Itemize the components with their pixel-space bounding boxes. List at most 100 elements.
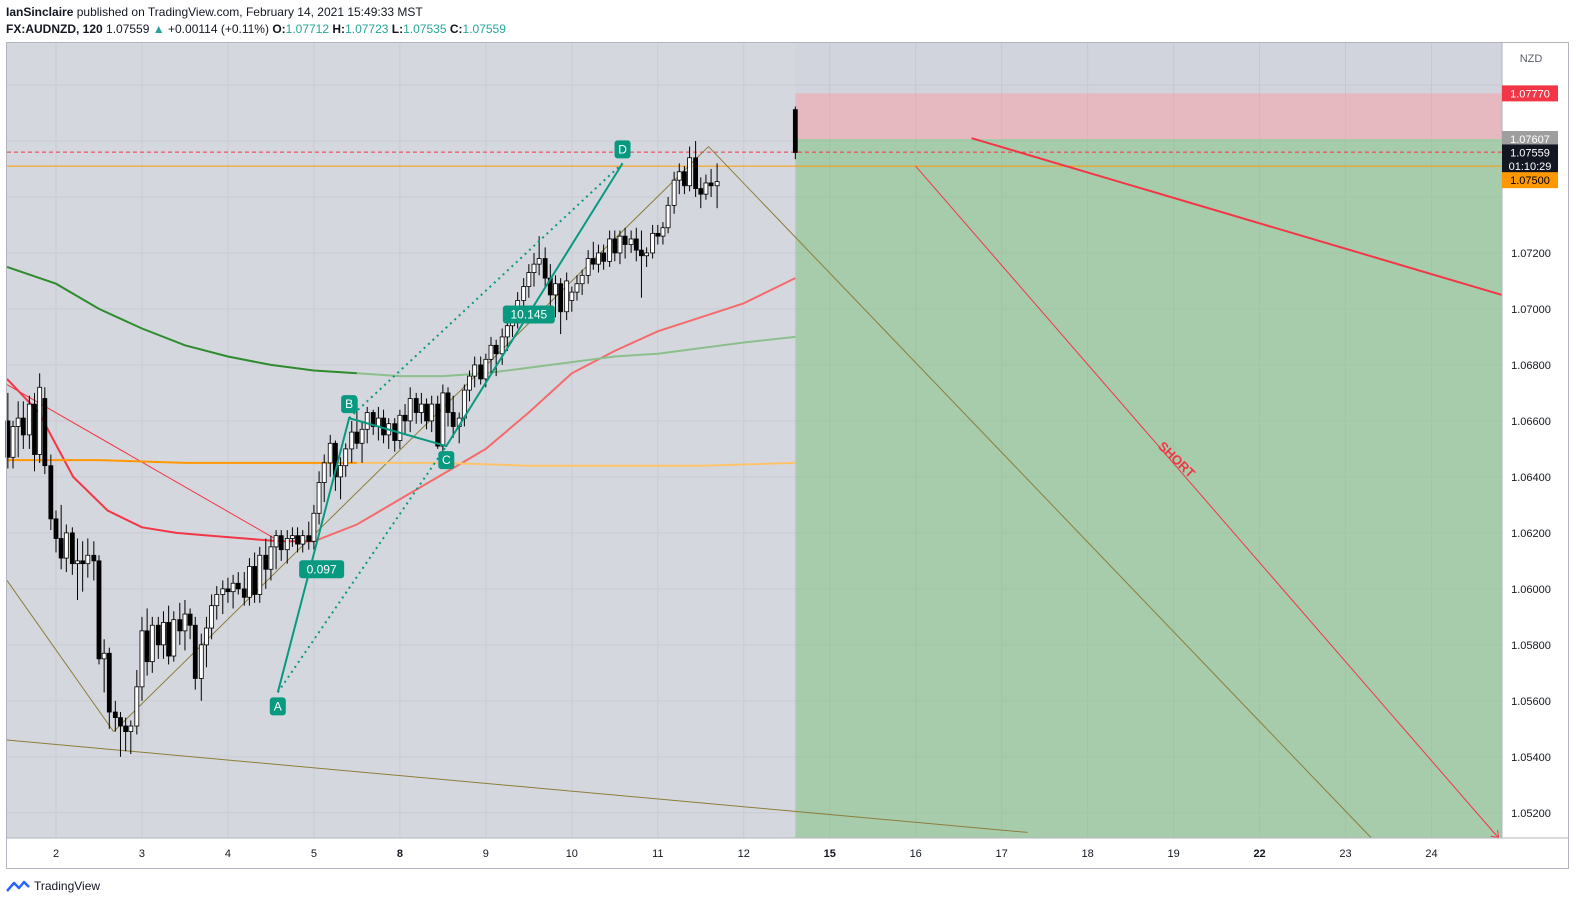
- time-tick-label: 22: [1253, 848, 1265, 860]
- time-tick-label: 2: [53, 848, 59, 860]
- candle-body: [607, 238, 613, 262]
- candle-body: [20, 417, 26, 436]
- high-label: H:: [332, 22, 346, 36]
- candle-body: [85, 554, 91, 565]
- candle-body: [26, 403, 32, 436]
- candle-body: [123, 725, 129, 733]
- candle-body: [792, 109, 798, 153]
- candle-body: [42, 398, 48, 467]
- bd-dotted-line: [348, 162, 624, 419]
- candle-body: [204, 627, 209, 646]
- point-label-box: [438, 451, 455, 470]
- candle-body: [553, 283, 558, 296]
- candle-body: [650, 232, 656, 254]
- candle-body: [225, 588, 231, 593]
- price-label: 01:10:29: [1509, 161, 1552, 173]
- price-label: 1.07559: [1510, 147, 1550, 159]
- candle-body: [166, 622, 172, 657]
- candle-body: [397, 414, 403, 441]
- candle-body: [230, 582, 236, 593]
- candle-body: [714, 181, 720, 187]
- ratio-label: 0.097: [307, 562, 337, 576]
- price-tick-label: 1.05800: [1511, 640, 1551, 652]
- time-tick-label: 3: [139, 848, 145, 860]
- time-tick-label: 17: [996, 848, 1008, 860]
- candle-body: [214, 594, 220, 607]
- currency-label: NZD: [1520, 53, 1543, 65]
- open-value: 1.07712: [285, 22, 330, 36]
- candle-body: [628, 238, 634, 245]
- tradingview-logo-icon[interactable]: [6, 879, 30, 893]
- candle-body: [338, 465, 343, 478]
- candle-body: [633, 238, 639, 251]
- candle-body: [622, 235, 628, 245]
- candle-body: [155, 624, 161, 646]
- candle-body: [187, 613, 193, 626]
- candle-body: [134, 686, 140, 727]
- candle-body: [327, 442, 333, 464]
- price-tick-label: 1.06800: [1511, 360, 1551, 372]
- time-tick-label: 16: [910, 848, 922, 860]
- short-position[interactable]: [7, 43, 1502, 838]
- candle-body: [364, 412, 370, 430]
- price-label-box: [1502, 131, 1558, 148]
- chart-header: IanSinclaire published on TradingView.co…: [6, 4, 506, 38]
- candle-body: [698, 188, 704, 195]
- candle-body: [69, 532, 75, 565]
- time-tick-label: 12: [738, 848, 750, 860]
- candle-body: [655, 232, 661, 237]
- horizontal-lines: [7, 151, 1502, 167]
- candle-body: [295, 535, 300, 545]
- price-axis[interactable]: 1.05200 1.05400 1.05600 1.05800 1.06000 1.062…: [1502, 85, 1558, 820]
- candle-body: [161, 622, 166, 646]
- candle-body: [687, 157, 692, 187]
- footer-brand[interactable]: TradingView: [34, 879, 101, 893]
- trend-lines[interactable]: SHORT: [6, 137, 1503, 839]
- candle-body: [96, 560, 102, 660]
- candle-body: [531, 263, 537, 273]
- candle-body: [32, 403, 37, 455]
- price-label-box: [1502, 144, 1558, 161]
- candle-body: [252, 566, 257, 595]
- author-name[interactable]: IanSinclaire: [6, 5, 74, 19]
- candle-body: [418, 403, 424, 413]
- trend-line: [6, 384, 280, 542]
- candle-body: [488, 344, 494, 360]
- candle-body: [149, 624, 155, 663]
- chart-frame: [6, 42, 1569, 869]
- candle-body: [48, 465, 54, 520]
- candle-body: [671, 179, 677, 206]
- price-change: +0.00114 (+0.11%): [168, 22, 269, 36]
- candle-body: [590, 258, 596, 265]
- abcd-pattern[interactable]: A B C D 0.097 10.145: [269, 140, 631, 716]
- candle-body: [220, 588, 226, 595]
- time-tick-label: 15: [824, 848, 836, 860]
- stop-loss-zone: [795, 93, 1502, 140]
- point-label-box: [341, 395, 358, 414]
- price-tick-label: 1.06400: [1511, 472, 1551, 484]
- candle-body: [483, 358, 489, 380]
- candle-body: [703, 182, 709, 195]
- candle-body: [5, 420, 11, 458]
- ac-dotted-line: [276, 445, 448, 694]
- trend-line: [6, 580, 115, 732]
- candle-body: [63, 532, 69, 559]
- ratio-label-box: [502, 305, 555, 324]
- candle-body: [676, 171, 682, 181]
- time-axis[interactable]: 2 3 4 5 8 9 10 11 12 15 16 17 18 19 22 23 24: [53, 848, 1438, 860]
- time-axis-background[interactable]: [7, 838, 1568, 868]
- candle-body: [585, 258, 591, 276]
- candle-body: [171, 619, 177, 657]
- candle-body: [402, 414, 408, 422]
- price-tick-label: 1.06200: [1511, 528, 1551, 540]
- candle-body: [542, 258, 548, 279]
- candle-body: [467, 375, 472, 391]
- time-tick-label: 10: [566, 848, 578, 860]
- symbol-label: FX:AUDNZD, 120: [6, 22, 103, 36]
- candle-body: [343, 448, 349, 467]
- point-label-box: [614, 140, 631, 159]
- moving-average-line: [313, 277, 796, 543]
- candle-body: [413, 398, 419, 413]
- publish-date: published on TradingView.com, February 1…: [76, 5, 423, 19]
